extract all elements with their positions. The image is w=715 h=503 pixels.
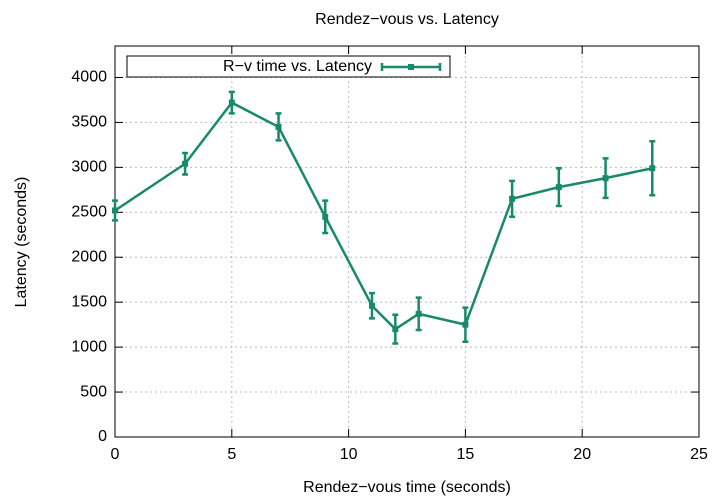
y-tick-label: 3000	[71, 159, 107, 176]
y-tick-label: 0	[98, 428, 107, 445]
point	[509, 195, 516, 202]
chart-title: Rendez−vous vs. Latency	[315, 11, 499, 28]
point	[275, 123, 282, 130]
y-tick-label: 500	[80, 383, 107, 400]
y-tick-label: 1500	[71, 293, 107, 310]
plot-frame	[114, 45, 700, 438]
legend-box	[126, 55, 451, 78]
point	[368, 302, 375, 309]
point	[649, 165, 656, 172]
y-tick-label: 4000	[71, 69, 107, 86]
y-axis-label: Latency (seconds)	[13, 177, 30, 308]
point	[182, 160, 189, 167]
point	[415, 310, 422, 317]
point	[228, 99, 235, 106]
y-tick-label: 2500	[71, 204, 107, 221]
point	[112, 207, 118, 214]
y-tick-label: 1000	[71, 338, 107, 355]
x-axis-label: Rendez−vous time (seconds)	[303, 479, 511, 496]
y-tick-label: 2000	[71, 248, 107, 265]
x-tick-label: 0	[111, 446, 120, 463]
point	[322, 213, 329, 220]
point	[602, 175, 609, 182]
legend-swatch-point	[408, 64, 414, 70]
point	[392, 326, 399, 333]
x-tick-label: 15	[457, 446, 475, 463]
x-tick-label: 25	[690, 446, 708, 463]
series-line	[114, 101, 653, 331]
x-tick-label: 5	[227, 446, 236, 463]
legend-label: R−v time vs. Latency	[223, 58, 372, 75]
point	[555, 184, 562, 191]
x-tick-label: 10	[340, 446, 358, 463]
y-tick-label: 3500	[71, 114, 107, 131]
x-tick-label: 20	[573, 446, 591, 463]
point	[462, 321, 469, 328]
